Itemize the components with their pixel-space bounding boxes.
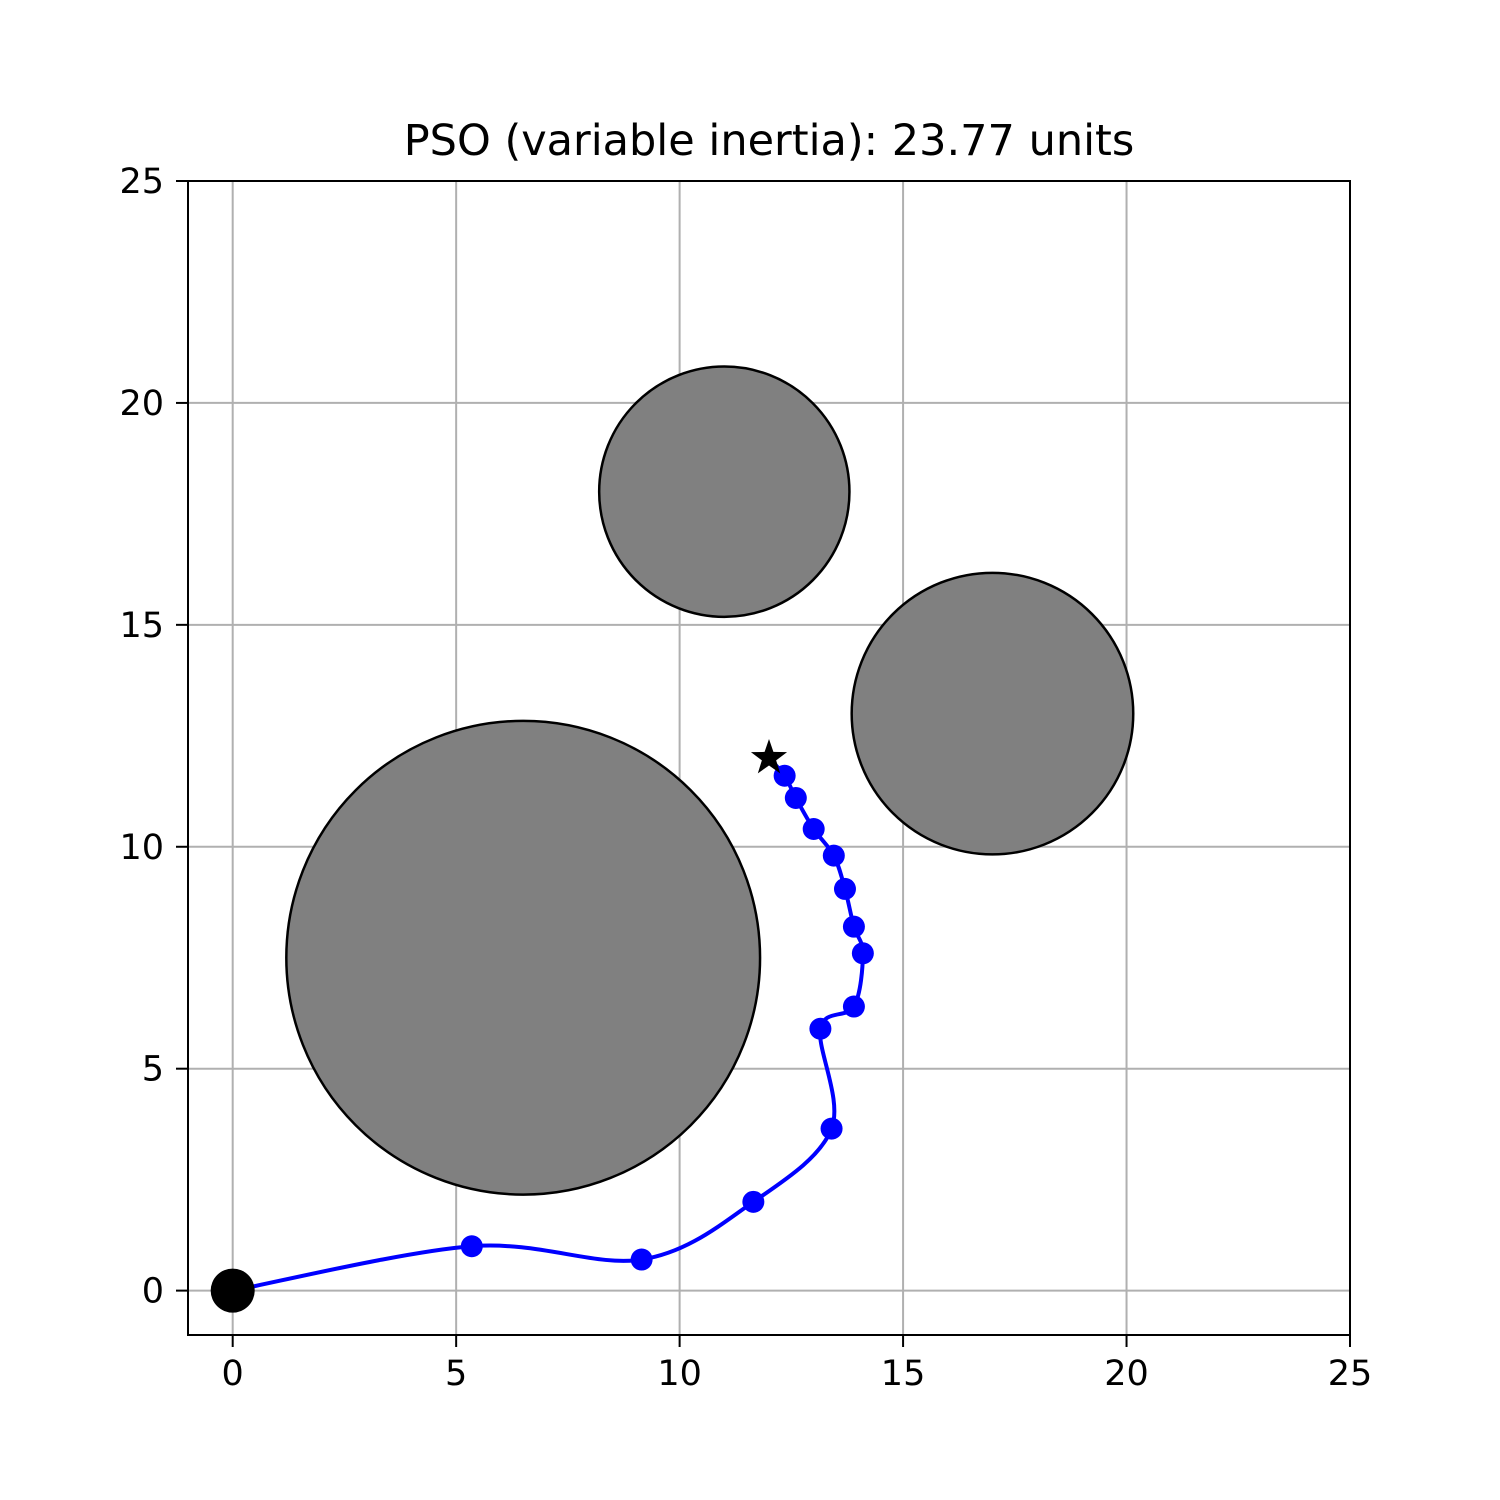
- obstacle-circle: [850, 571, 1135, 856]
- x-tick-label: 25: [1328, 1354, 1373, 1394]
- waypoint-marker: [820, 1117, 843, 1140]
- waypoint-marker: [822, 844, 845, 867]
- waypoint-marker: [630, 1248, 653, 1271]
- y-tick-label: 20: [119, 384, 164, 424]
- waypoint-marker: [742, 1190, 765, 1213]
- y-tick-label: 15: [119, 606, 164, 646]
- obstacles: [285, 365, 1135, 1196]
- x-tick-label: 0: [222, 1354, 244, 1394]
- waypoint-marker: [851, 942, 874, 965]
- y-tick-label: 5: [142, 1050, 164, 1090]
- waypoint-marker: [809, 1017, 832, 1040]
- path-markers: [210, 739, 874, 1313]
- waypoint-marker: [842, 915, 865, 938]
- x-tick-label: 20: [1104, 1354, 1149, 1394]
- x-axis-ticks: 0 5 10 15 20 25: [222, 1335, 1373, 1394]
- waypoint-marker: [802, 818, 825, 841]
- waypoint-marker: [833, 877, 856, 900]
- y-tick-label: 25: [119, 162, 164, 202]
- x-tick-label: 15: [881, 1354, 926, 1394]
- x-tick-label: 5: [445, 1354, 467, 1394]
- x-tick-label: 10: [657, 1354, 702, 1394]
- obstacle-circle: [285, 719, 762, 1196]
- y-tick-label: 10: [119, 828, 164, 868]
- waypoint-marker: [784, 786, 807, 809]
- start-marker: [210, 1268, 255, 1313]
- obstacle-circle: [597, 365, 851, 619]
- goal-star-icon: [750, 739, 788, 774]
- axes-frame: [187, 180, 1351, 1336]
- waypoint-marker: [460, 1235, 483, 1258]
- y-tick-label: 0: [142, 1272, 164, 1312]
- waypoint-marker: [842, 995, 865, 1018]
- y-axis-ticks: 0 5 10 15 20 25: [119, 162, 188, 1312]
- chart-title: PSO (variable inertia): 23.77 units: [404, 116, 1135, 166]
